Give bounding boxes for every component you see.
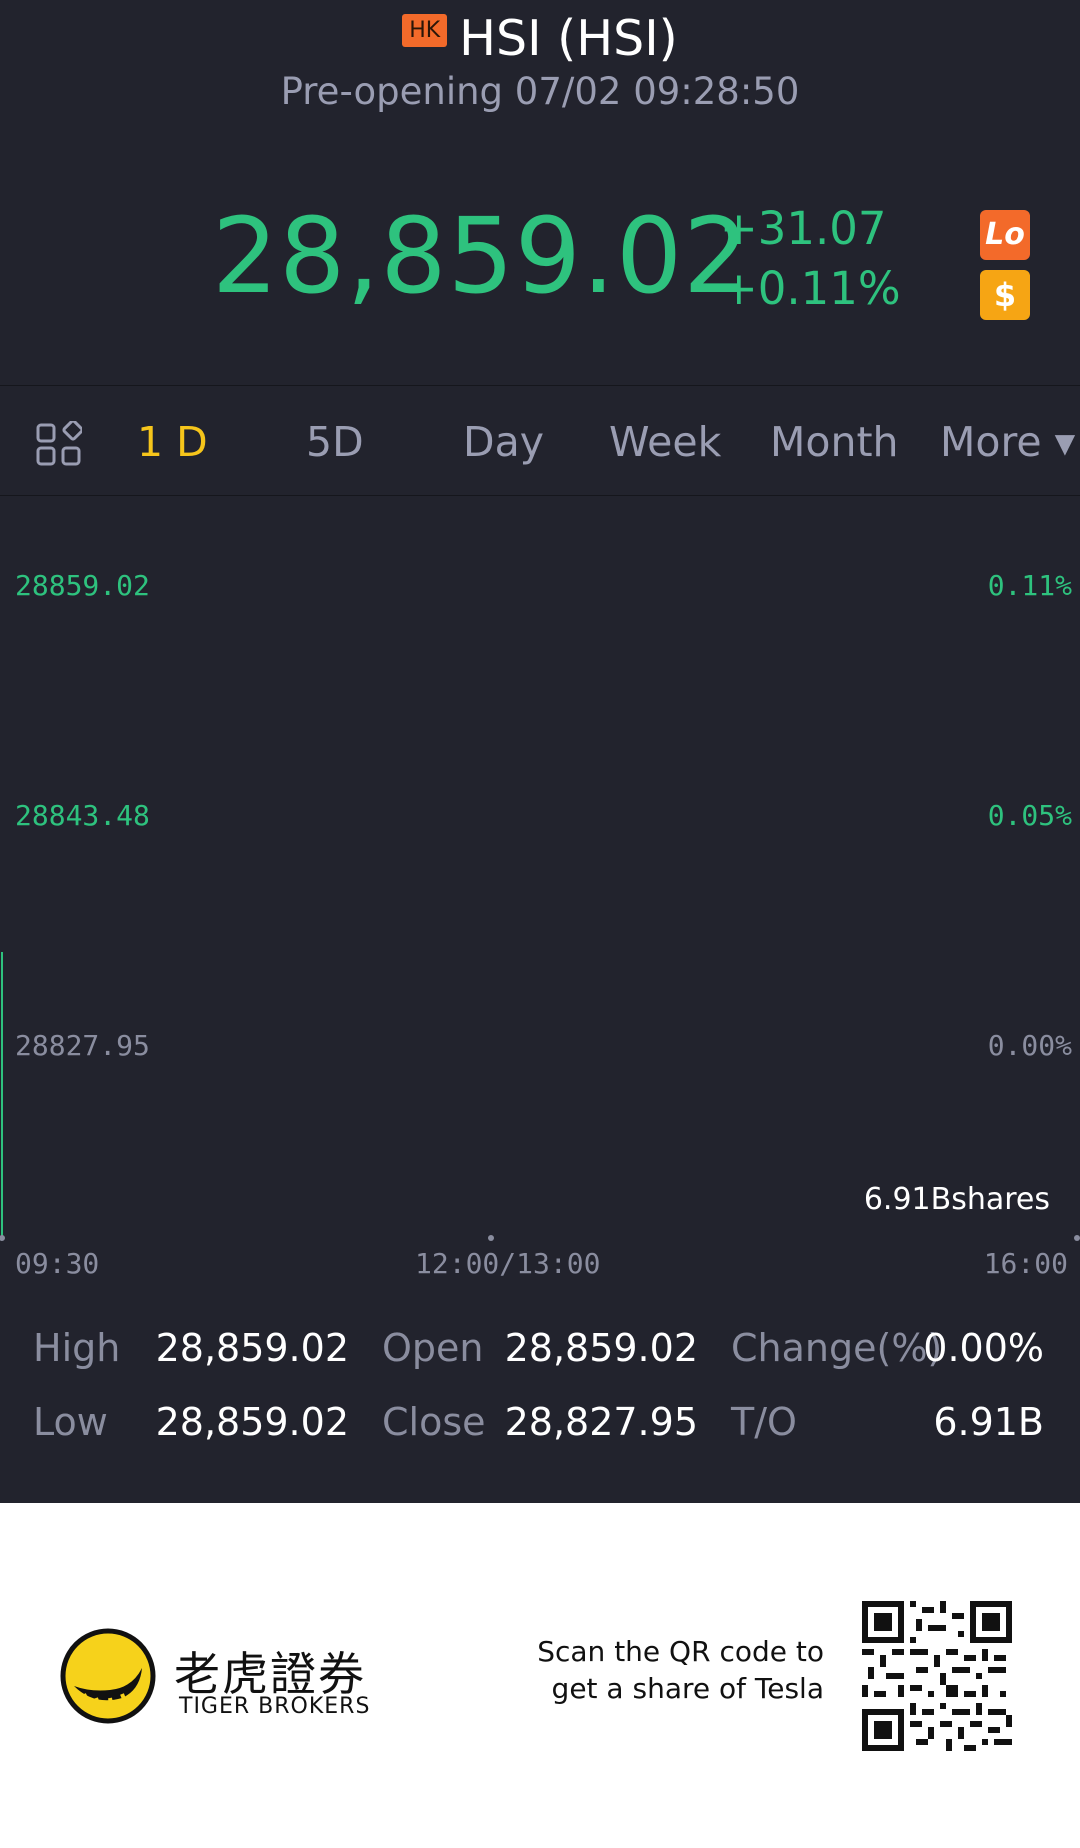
volume-label: 6.91Bshares (863, 1182, 1050, 1217)
tab-more[interactable]: More ▾ (940, 418, 1076, 466)
open-label: Open (382, 1326, 484, 1370)
change-pct-value: 0.00% (923, 1326, 1044, 1370)
layout-grid-icon[interactable] (36, 421, 82, 467)
x-axis-lunch: 12:00/13:00 (415, 1247, 601, 1280)
close-label: Close (382, 1400, 486, 1444)
x-axis-open: 09:30 (15, 1247, 100, 1280)
low-value: 28,859.02 (155, 1400, 349, 1444)
tab-week[interactable]: Week (609, 418, 722, 466)
qr-code-icon[interactable] (862, 1601, 1012, 1751)
tab-1d[interactable]: 1 D (137, 418, 208, 466)
brand-name-cn: 老虎證券 (174, 1647, 366, 1701)
tab-month[interactable]: Month (770, 418, 899, 466)
y-axis-top-price: 28859.02 (15, 569, 150, 602)
change-absolute: +31.07 (720, 202, 887, 255)
share-footer: 老虎證券 TIGER BROKERS Scan the QR code to g… (0, 1503, 1080, 1848)
y-axis-bottom-pct: 0.00% (987, 1029, 1072, 1062)
dollar-badge-icon[interactable]: $ (980, 270, 1030, 320)
scan-instructions: Scan the QR code to get a share of Tesla (537, 1633, 824, 1707)
price-line (0, 952, 1080, 1241)
y-axis-top-pct: 0.11% (987, 569, 1072, 602)
market-badge: HK (402, 14, 448, 47)
high-label: High (33, 1326, 121, 1370)
low-label: Low (33, 1400, 108, 1444)
tiger-logo-icon (60, 1628, 156, 1724)
change-pct-label: Change(%) (731, 1326, 943, 1370)
axis-dot-right (1074, 1235, 1080, 1241)
market-status: Pre-opening 07/02 09:28:50 (280, 70, 800, 113)
y-axis-bottom-price: 28827.95 (15, 1029, 150, 1062)
brand-name-en: TIGER BROKERS (179, 1694, 371, 1719)
change-percent: +0.11% (720, 262, 901, 315)
turnover-label: T/O (731, 1400, 797, 1444)
index-title: HSI (HSI) (459, 10, 678, 67)
tab-5d[interactable]: 5D (306, 418, 364, 466)
open-value: 28,859.02 (504, 1326, 698, 1370)
high-value: 28,859.02 (155, 1326, 349, 1370)
intraday-chart[interactable]: 28859.02 0.11% 28843.48 0.05% 28827.95 0… (0, 497, 1080, 1280)
axis-dot-mid (488, 1235, 494, 1241)
scan-line-2: get a share of Tesla (551, 1672, 824, 1705)
tab-day[interactable]: Day (463, 418, 544, 466)
period-tabs: 1 D 5D Day Week Month More ▾ (0, 385, 1080, 496)
y-axis-mid-price: 28843.48 (15, 799, 150, 832)
x-axis-close: 16:00 (983, 1247, 1068, 1280)
y-axis-mid-pct: 0.05% (987, 799, 1072, 832)
quote-header: HK HSI (HSI) Pre-opening 07/02 09:28:50 2… (0, 0, 1080, 385)
axis-dot-left (0, 1235, 5, 1241)
title-row: HK HSI (HSI) (0, 10, 1080, 67)
scan-line-1: Scan the QR code to (537, 1635, 824, 1668)
turnover-value: 6.91B (933, 1400, 1044, 1444)
lo-badge-icon[interactable]: Lo (980, 210, 1030, 260)
close-value: 28,827.95 (504, 1400, 698, 1444)
last-price: 28,859.02 (212, 195, 751, 317)
